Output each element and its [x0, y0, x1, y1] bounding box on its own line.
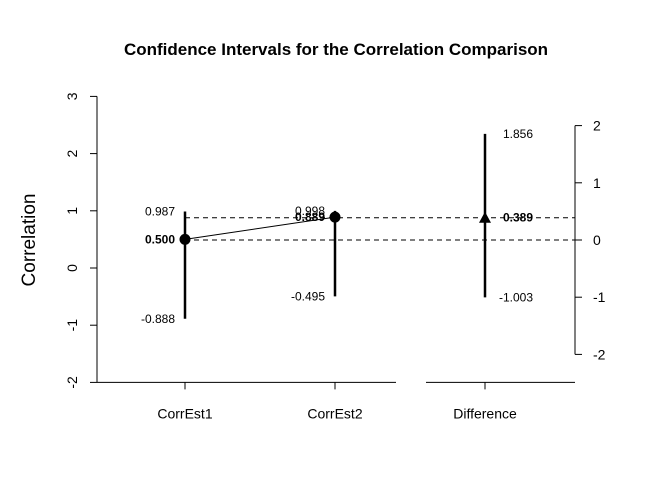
x-tick-label: CorrEst1: [157, 405, 212, 421]
difference-estimate-label: 0.389: [503, 211, 533, 225]
correst1-upper-label: 0.987: [145, 205, 175, 219]
estimate-connector: [184, 216, 336, 240]
correst2-upper-label: 0.998: [295, 204, 325, 218]
difference-estimate-marker: [479, 211, 491, 223]
left-tick-label: 1: [64, 207, 80, 215]
left-tick-label: 0: [64, 264, 80, 272]
difference-upper-label: 1.856: [503, 127, 533, 141]
x-axis: CorrEst1 CorrEst2 Difference: [97, 381, 575, 421]
left-tick-label: -2: [64, 376, 80, 389]
error-bars: [179, 133, 491, 319]
x-tick-label: Difference: [453, 405, 517, 421]
difference-lower-label: -1.003: [499, 290, 533, 304]
left-tick-label: 3: [64, 92, 80, 100]
right-tick-label: 1: [593, 175, 601, 191]
correst1-estimate-marker: [179, 233, 191, 245]
right-tick-label: -1: [593, 289, 606, 305]
correst1-lower-label: -0.888: [141, 312, 175, 326]
left-tick-label: 2: [64, 149, 80, 157]
right-tick-label: 0: [593, 232, 601, 248]
correst1-estimate-label: 0.500: [145, 232, 175, 246]
right-tick-label: 2: [593, 118, 601, 134]
reference-lines: [185, 217, 575, 241]
chart-title: Confidence Intervals for the Correlation…: [124, 40, 548, 59]
right-tick-label: -2: [593, 346, 606, 362]
x-tick-label: CorrEst2: [307, 405, 362, 421]
correst2-estimate-label: 0.889: [295, 210, 325, 224]
left-tick-label: -1: [64, 319, 80, 332]
connector-line: [184, 216, 336, 240]
left-axis: -2 -1 0 1 2 3: [64, 92, 98, 389]
right-axis: -2 -1 0 1 2: [574, 118, 606, 362]
correst2-lower-label: -0.495: [291, 289, 325, 303]
correst2-estimate-marker: [329, 211, 341, 223]
y-axis-label: Correlation: [19, 194, 40, 287]
